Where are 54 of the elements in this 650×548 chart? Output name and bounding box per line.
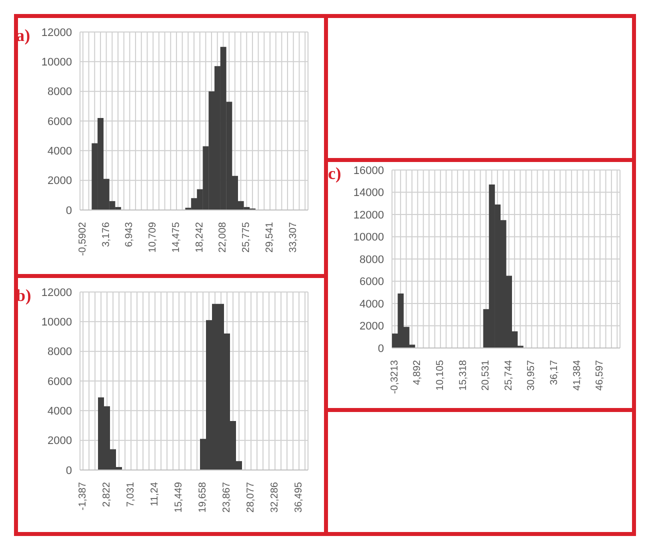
x-tick-label: 22,008	[218, 222, 229, 253]
x-tick-label: 23,867	[222, 482, 232, 513]
y-tick-label: 6000	[48, 116, 72, 128]
x-tick-label: 10,105	[434, 360, 446, 391]
chart-title: c)	[328, 164, 342, 184]
x-tick-label: 32,286	[270, 482, 280, 513]
y-tick-label: 4000	[360, 298, 384, 310]
y-tick-label: 14000	[353, 187, 384, 200]
y-tick-label: 8000	[48, 346, 72, 358]
y-tick-label: 0	[66, 464, 72, 477]
y-tick-label: 6000	[360, 276, 384, 288]
y-tick-label: 12000	[41, 26, 72, 39]
x-tick-label: 4,892	[412, 360, 424, 386]
x-tick-label: 25,775	[241, 222, 252, 253]
x-tick-label: 11,24	[150, 482, 160, 506]
x-tick-label: 29,541	[264, 222, 276, 253]
y-tick-label: 8000	[360, 254, 384, 266]
y-tick-label: 8000	[48, 86, 72, 98]
y-tick-label: 10000	[353, 232, 384, 244]
x-tick-label: 19,658	[198, 482, 208, 513]
y-tick-label: 10000	[41, 56, 72, 69]
x-tick-label: 30,957	[526, 360, 538, 391]
x-tick-label: 28,077	[246, 482, 256, 513]
x-tick-label: 33,307	[288, 222, 299, 253]
x-tick-label: 14,475	[170, 222, 182, 253]
x-tick-label: 2,822	[102, 482, 112, 508]
y-tick-label: 2000	[360, 320, 384, 333]
y-tick-label: 16000	[353, 164, 384, 177]
y-tick-label: 10000	[41, 316, 72, 329]
x-tick-label: 7,031	[126, 482, 136, 508]
x-tick-label: 36,17	[548, 360, 560, 386]
y-tick-label: 2000	[48, 175, 72, 188]
x-tick-label: -0,5902	[77, 222, 88, 256]
x-tick-label: 10,709	[148, 222, 159, 253]
x-tick-label: 6,943	[124, 222, 136, 248]
x-tick-label: 3,176	[100, 222, 112, 248]
x-tick-label: 15,318	[458, 360, 469, 391]
y-tick-label: 6000	[48, 376, 72, 388]
x-tick-label: -1,387	[78, 482, 88, 510]
x-tick-label: 20,531	[480, 360, 492, 391]
x-tick-label: 41,384	[572, 360, 583, 391]
x-tick-label: 15,449	[174, 482, 184, 513]
y-tick-label: 12000	[353, 209, 384, 222]
x-tick-label: 46,597	[594, 360, 606, 391]
x-tick-label: -0,3213	[389, 360, 400, 394]
y-tick-label: 2000	[48, 435, 72, 448]
y-tick-label: 0	[66, 204, 72, 217]
x-tick-label: 18,242	[194, 222, 206, 253]
x-tick-label: 36,495	[294, 482, 304, 513]
x-tick-label: 25,744	[503, 360, 514, 391]
y-tick-label: 4000	[48, 146, 72, 158]
y-tick-label: 4000	[48, 406, 72, 418]
y-tick-label: 0	[378, 342, 384, 355]
y-tick-label: 12000	[41, 286, 72, 299]
